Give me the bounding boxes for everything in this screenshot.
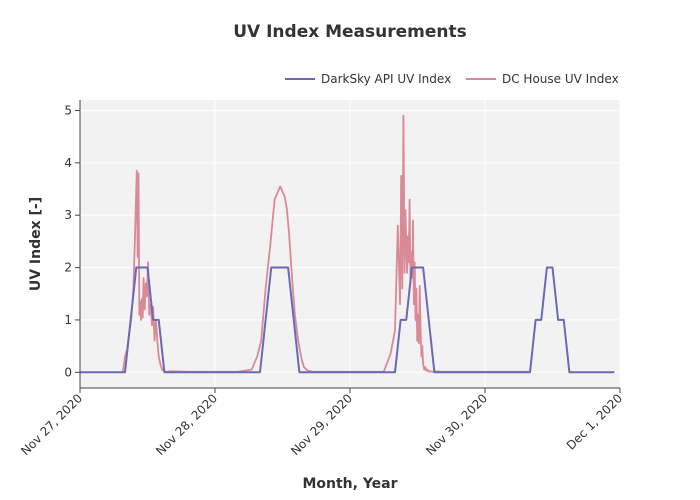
x-axis-title: Month, Year xyxy=(302,476,397,492)
chart-title: UV Index Measurements xyxy=(233,22,467,42)
y-tick-label-5: 5 xyxy=(64,103,72,117)
series-line-darksky xyxy=(80,266,615,374)
y-tick-label-4: 4 xyxy=(64,156,72,170)
legend-label-darksky: DarkSky API UV Index xyxy=(321,72,451,86)
y-tick-label-2: 2 xyxy=(64,261,72,275)
y-tick-label-1: 1 xyxy=(64,313,72,327)
legend-item-dc-house[interactable]: DC House UV Index xyxy=(466,72,619,86)
legend: DarkSky API UV Index DC House UV Index xyxy=(285,72,619,86)
legend-item-darksky[interactable]: DarkSky API UV Index xyxy=(285,72,451,86)
data-layer xyxy=(80,114,615,374)
y-tick-label-0: 0 xyxy=(64,365,72,379)
legend-label-dc-house: DC House UV Index xyxy=(502,72,619,86)
y-axis-title: UV Index [-] xyxy=(28,197,44,291)
y-tick-label-3: 3 xyxy=(64,208,72,222)
series-line-dc-house xyxy=(121,114,530,373)
